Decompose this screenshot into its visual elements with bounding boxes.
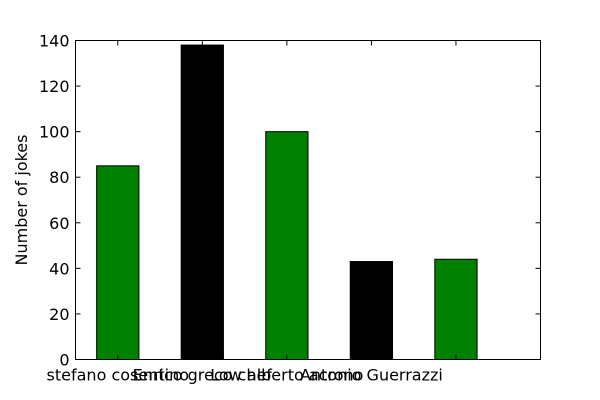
y-axis-title: Number of jokes xyxy=(12,135,31,266)
bars-layer xyxy=(96,44,478,361)
x-tick-label: Antonio Guerrazzi xyxy=(300,366,443,385)
bar-1 xyxy=(180,44,224,361)
y-tick-label: 120 xyxy=(39,77,70,96)
y-tick-label: 100 xyxy=(39,123,70,142)
y-tick-label: 80 xyxy=(49,168,69,187)
x-tick-label: Low alberto acrono xyxy=(210,366,363,385)
x-tick-label: Enrico greco chef xyxy=(133,366,273,385)
bar-2 xyxy=(265,131,309,360)
y-tick-label: 140 xyxy=(39,32,70,51)
ticks-layer xyxy=(75,40,541,360)
y-tick-labels: 0 20 40 60 80 100 120 140 xyxy=(39,32,70,370)
bar-0 xyxy=(96,165,140,360)
x-tick-label: stefano cosentino xyxy=(47,366,189,385)
y-tick-label: 60 xyxy=(49,214,69,233)
plot-frame xyxy=(75,40,541,360)
y-tick-label: 40 xyxy=(49,259,69,278)
bar-3 xyxy=(349,261,394,360)
y-tick-label: 0 xyxy=(59,351,69,370)
y-tick-label: 20 xyxy=(49,305,69,324)
bar-4 xyxy=(434,258,478,360)
